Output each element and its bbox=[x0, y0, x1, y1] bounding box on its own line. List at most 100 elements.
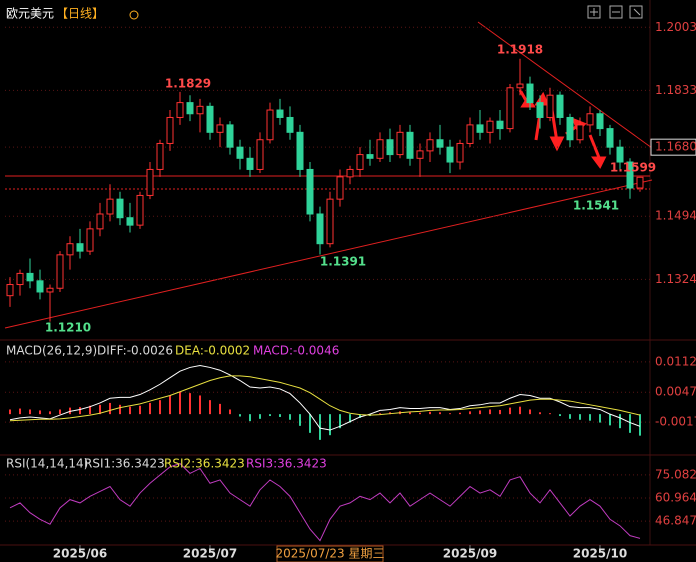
indicator-label: RSI3:36.3423 bbox=[246, 457, 327, 471]
chart-subtitle: 【日线】 bbox=[56, 7, 104, 21]
candle-body bbox=[146, 168, 154, 196]
y-tick-label: 1.2003 bbox=[655, 20, 696, 34]
candle-body bbox=[586, 113, 594, 126]
rsi-line bbox=[9, 463, 641, 542]
macd-dea-line bbox=[9, 375, 641, 422]
candle-body bbox=[396, 131, 404, 156]
candle-body bbox=[206, 105, 214, 133]
candle-body bbox=[356, 154, 364, 170]
candle-body bbox=[296, 131, 304, 170]
annotation: 1.1210 bbox=[45, 321, 91, 335]
trend-line bbox=[4, 179, 653, 329]
candle-body bbox=[536, 102, 544, 118]
candle-body bbox=[406, 131, 414, 159]
candle-body bbox=[166, 116, 174, 144]
y-tick-label: 46.847 bbox=[655, 514, 696, 528]
x-tick-label: 2025/06 bbox=[53, 547, 107, 561]
crosshair-box bbox=[276, 545, 384, 562]
candle-body bbox=[636, 176, 644, 189]
candle-body bbox=[496, 120, 504, 130]
candle-body bbox=[566, 116, 574, 141]
y-tick-label: 1.1833 bbox=[655, 83, 696, 97]
candle-body bbox=[326, 198, 334, 245]
candle-body bbox=[556, 94, 564, 118]
candle-body bbox=[516, 83, 524, 89]
chart-title: 欧元美元 bbox=[6, 7, 54, 21]
x-tick-label: 2025/10 bbox=[573, 547, 627, 561]
candle-body bbox=[6, 284, 14, 297]
indicator-label: DEA:-0.0002 bbox=[175, 344, 250, 358]
candle-body bbox=[56, 254, 64, 289]
candle-body bbox=[596, 113, 604, 130]
candle-body bbox=[506, 87, 514, 130]
indicator-label: RSI2:36.3423 bbox=[164, 457, 245, 471]
candle-body bbox=[606, 128, 614, 148]
settings-icon[interactable] bbox=[129, 10, 139, 20]
candle-body bbox=[116, 198, 124, 219]
candle-body bbox=[236, 146, 244, 159]
y-tick-label: 1.1324 bbox=[655, 272, 696, 286]
indicator-label: DIFF:-0.0026 bbox=[97, 344, 173, 358]
candle-body bbox=[616, 146, 624, 163]
candle-body bbox=[186, 102, 194, 115]
candle-body bbox=[156, 142, 164, 170]
candle-body bbox=[576, 124, 584, 141]
candle-body bbox=[366, 154, 374, 159]
annotation: 1.1391 bbox=[320, 255, 366, 269]
candle-body bbox=[136, 194, 144, 226]
indicator-label: MACD:-0.0046 bbox=[253, 344, 339, 358]
candle-body bbox=[16, 272, 24, 286]
candle-body bbox=[176, 102, 184, 118]
candle-body bbox=[126, 217, 134, 226]
annotation: 1.1541 bbox=[573, 199, 619, 213]
candle-body bbox=[76, 243, 84, 252]
candle-body bbox=[626, 161, 634, 189]
y-tick-label: 60.9647 bbox=[655, 491, 696, 505]
candle-body bbox=[66, 243, 74, 256]
candle-body bbox=[196, 105, 204, 115]
candle-body bbox=[446, 146, 454, 163]
candle-body bbox=[86, 228, 94, 252]
candle-body bbox=[246, 157, 254, 170]
indicator-label: MACD(26,12,9) bbox=[6, 344, 97, 358]
y-tick-label: 1.1494 bbox=[655, 209, 696, 223]
candle-body bbox=[316, 213, 324, 245]
candle-body bbox=[216, 124, 224, 133]
candle-body bbox=[256, 139, 264, 170]
y-tick-label: 0.0112 bbox=[655, 354, 696, 368]
crosshair-label: 2025/07/23 星期三 bbox=[276, 547, 385, 561]
tick-highlight bbox=[650, 138, 696, 156]
candle-body bbox=[546, 94, 554, 118]
x-tick-label: 2025/09 bbox=[443, 547, 497, 561]
candle-body bbox=[486, 120, 494, 133]
y-tick-label: 1.1680 bbox=[655, 140, 696, 154]
y-tick-label: 75.0823 bbox=[655, 467, 696, 481]
annotation: 1.1599 bbox=[610, 161, 656, 175]
candle-body bbox=[376, 139, 384, 159]
candle-body bbox=[266, 109, 274, 141]
candle-body bbox=[306, 168, 314, 215]
candle-body bbox=[416, 150, 424, 159]
candle-body bbox=[526, 83, 534, 104]
candle-body bbox=[276, 109, 284, 118]
candle-body bbox=[476, 124, 484, 133]
candle-body bbox=[36, 280, 44, 293]
candle-body bbox=[226, 124, 234, 148]
candle-body bbox=[426, 139, 434, 152]
x-tick-label: 2025/07 bbox=[183, 547, 237, 561]
toolbar[interactable] bbox=[587, 5, 643, 19]
candle-body bbox=[336, 176, 344, 200]
candle-body bbox=[106, 198, 114, 215]
candle-body bbox=[456, 142, 464, 163]
candle-body bbox=[286, 116, 294, 133]
macd-diff-line bbox=[9, 365, 641, 431]
indicator-label: RSI1:36.3423 bbox=[84, 457, 165, 471]
candle-body bbox=[346, 168, 354, 178]
candle-body bbox=[436, 139, 444, 148]
candle-body bbox=[26, 272, 34, 282]
indicator-label: RSI(14,14,14) bbox=[6, 457, 88, 471]
candle-body bbox=[46, 287, 54, 293]
